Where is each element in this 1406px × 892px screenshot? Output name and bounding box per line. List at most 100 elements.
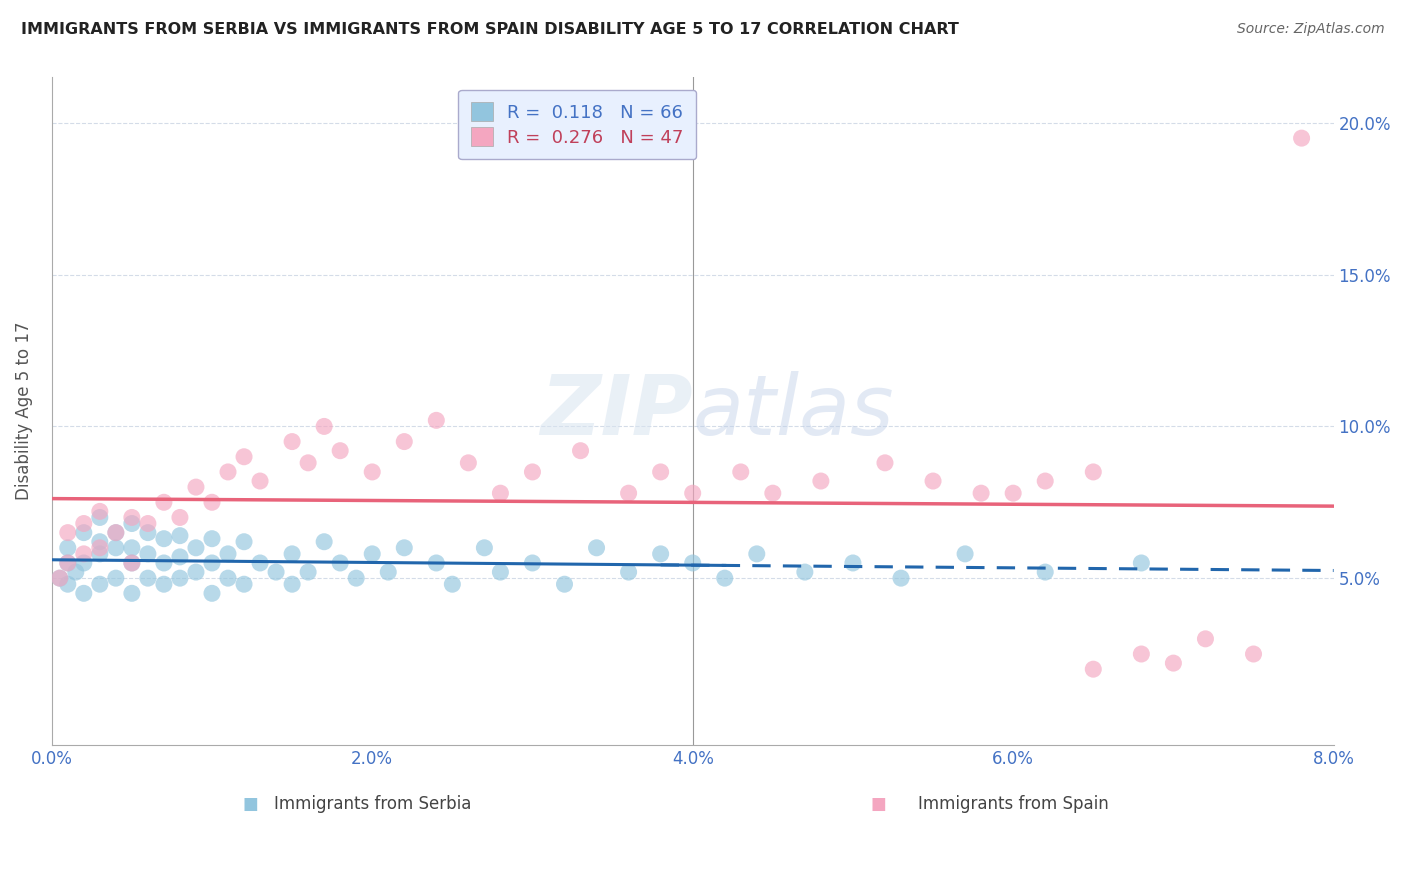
Point [233,450,256,464]
Point [104,525,127,540]
Point [56,556,79,570]
Point [281,547,304,561]
Point [136,525,159,540]
Point [73,586,96,600]
Point [762,486,785,500]
Point [650,465,672,479]
Point [281,434,304,449]
Point [457,456,479,470]
Point [264,565,287,579]
Point [201,532,224,546]
Point [425,556,447,570]
Point [425,413,447,427]
Point [89,577,111,591]
Point [73,516,96,531]
Point [314,419,336,434]
Point [121,541,143,555]
Point [297,565,319,579]
Point [585,541,607,555]
Point [136,516,159,531]
Point [682,556,704,570]
Point [730,465,752,479]
Point [169,510,191,524]
Point [217,571,239,585]
Point [522,556,544,570]
Point [873,456,896,470]
Point [153,532,176,546]
Point [489,486,512,500]
Point [153,556,176,570]
Point [553,577,575,591]
Point [49,571,72,585]
Point [121,510,143,524]
Point [56,525,79,540]
Point [56,556,79,570]
Point [842,556,865,570]
Point [297,456,319,470]
Point [249,556,271,570]
Point [1291,131,1313,145]
Point [1002,486,1025,500]
Point [153,495,176,509]
Point [65,565,87,579]
Point [682,486,704,500]
Point [56,577,79,591]
Point [1130,647,1153,661]
Point [650,547,672,561]
Point [810,474,832,488]
Point [1083,465,1105,479]
Point [394,434,416,449]
Point [713,571,735,585]
Point [104,571,127,585]
Legend: R =  0.118   N = 66, R =  0.276   N = 47: R = 0.118 N = 66, R = 0.276 N = 47 [458,90,696,159]
Point [474,541,496,555]
Point [121,556,143,570]
Point [89,510,111,524]
Point [522,465,544,479]
Point [233,577,256,591]
Text: Immigrants from Serbia: Immigrants from Serbia [274,795,471,814]
Y-axis label: Disability Age 5 to 17: Disability Age 5 to 17 [15,322,32,500]
Point [184,565,207,579]
Point [201,586,224,600]
Point [377,565,399,579]
Point [617,486,640,500]
Point [1033,565,1056,579]
Point [793,565,815,579]
Point [441,577,464,591]
Point [89,534,111,549]
Point [184,480,207,494]
Point [104,525,127,540]
Point [169,549,191,564]
Point [121,516,143,531]
Point [1083,662,1105,676]
Text: ■: ■ [243,795,259,814]
Point [361,547,384,561]
Point [249,474,271,488]
Point [1194,632,1216,646]
Point [890,571,912,585]
Text: Source: ZipAtlas.com: Source: ZipAtlas.com [1237,22,1385,37]
Point [121,556,143,570]
Point [73,547,96,561]
Point [73,556,96,570]
Point [136,571,159,585]
Point [136,547,159,561]
Text: ■: ■ [870,795,886,814]
Point [89,541,111,555]
Point [970,486,993,500]
Point [344,571,367,585]
Point [569,443,592,458]
Point [184,541,207,555]
Point [314,534,336,549]
Text: ZIP: ZIP [540,371,693,451]
Text: Immigrants from Spain: Immigrants from Spain [918,795,1108,814]
Point [121,586,143,600]
Point [153,577,176,591]
Point [361,465,384,479]
Point [329,556,352,570]
Point [169,529,191,543]
Point [922,474,945,488]
Point [953,547,976,561]
Point [617,565,640,579]
